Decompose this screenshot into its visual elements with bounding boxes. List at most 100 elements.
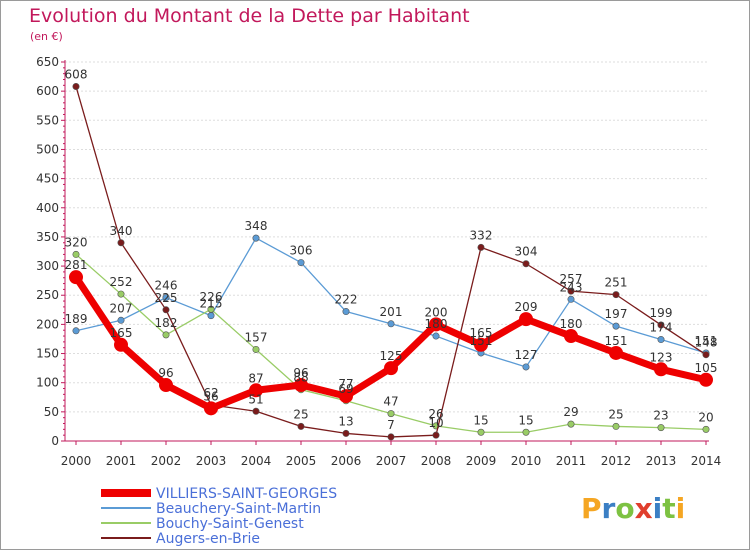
data-point	[522, 363, 530, 371]
data-label: 165	[470, 326, 493, 340]
x-axis-ticks: 2000 2001 2002 2003 2004 2005 2006 2007 2008 2009…	[61, 441, 722, 468]
x-tick-label: 2011	[556, 454, 587, 468]
data-label: 257	[560, 272, 583, 286]
x-tick-label: 2007	[376, 454, 407, 468]
data-point	[69, 270, 83, 285]
data-label: 69	[338, 382, 353, 396]
data-point	[297, 259, 305, 267]
data-point	[207, 312, 215, 320]
data-point	[387, 410, 395, 418]
data-label: 96	[158, 366, 173, 380]
data-label: 13	[338, 414, 353, 428]
data-label: 62	[203, 386, 218, 400]
data-point	[72, 327, 80, 335]
data-label: 127	[515, 348, 538, 362]
data-label: 77	[338, 377, 353, 391]
data-label: 56	[203, 389, 218, 403]
data-label: 10	[428, 416, 443, 430]
data-label: 182	[155, 316, 178, 330]
data-label: 332	[470, 228, 493, 242]
y-tick-label: 400	[36, 201, 59, 215]
data-label: 246	[155, 279, 178, 293]
data-point	[72, 250, 80, 258]
data-label: 157	[245, 330, 268, 344]
x-tick-label: 2012	[601, 454, 632, 468]
data-label: 281	[65, 258, 88, 272]
x-tick-label: 2010	[511, 454, 542, 468]
y-tick-label: 550	[36, 113, 59, 127]
data-label: 151	[470, 334, 493, 348]
data-point	[477, 243, 485, 251]
data-point	[699, 372, 713, 387]
data-point	[207, 305, 215, 313]
grid-lines	[65, 61, 709, 442]
legend-label: Beauchery-Saint-Martin	[156, 501, 321, 517]
data-label: 174	[650, 321, 673, 335]
data-label: 51	[248, 392, 263, 406]
data-label: 123	[650, 350, 673, 364]
data-label: 180	[560, 317, 583, 331]
data-label: 215	[200, 297, 223, 311]
data-label: 207	[110, 301, 133, 315]
x-tick-label: 2004	[241, 454, 272, 468]
data-label: 125	[380, 349, 403, 363]
data-point	[477, 428, 485, 436]
x-tick-label: 2014	[691, 454, 722, 468]
x-tick-label: 2000	[61, 454, 92, 468]
data-point	[204, 401, 218, 416]
data-label: 151	[695, 334, 718, 348]
data-label: 304	[515, 245, 538, 259]
data-point	[162, 294, 170, 302]
x-tick-label: 2006	[331, 454, 362, 468]
x-tick-label: 2013	[646, 454, 677, 468]
data-label: 306	[290, 244, 313, 258]
data-point	[567, 295, 575, 303]
data-point	[609, 345, 623, 360]
data-point	[654, 362, 668, 377]
y-tick-label: 250	[36, 288, 59, 302]
data-label: 88	[293, 371, 308, 385]
data-label: 148	[695, 336, 718, 350]
data-point	[702, 351, 710, 359]
data-label: 226	[200, 290, 223, 304]
data-point	[162, 331, 170, 339]
x-tick-label: 2003	[196, 454, 227, 468]
y-tick-label: 350	[36, 230, 59, 244]
data-label: 180	[425, 317, 448, 331]
x-tick-label: 2002	[151, 454, 182, 468]
x-tick-label: 2009	[466, 454, 497, 468]
data-point	[657, 424, 665, 432]
data-label: 340	[110, 224, 133, 238]
data-point	[252, 234, 260, 242]
data-label: 25	[608, 407, 623, 421]
data-label: 348	[245, 219, 268, 233]
data-point	[252, 345, 260, 353]
data-label: 15	[518, 413, 533, 427]
data-point	[612, 322, 620, 330]
y-tick-label: 600	[36, 84, 59, 98]
series-group	[69, 82, 713, 441]
data-point	[567, 420, 575, 428]
y-tick-label: 450	[36, 172, 59, 186]
data-point	[114, 337, 128, 352]
data-point	[429, 317, 443, 332]
data-label: 222	[335, 293, 358, 307]
unit-label: (en €)	[30, 30, 63, 43]
data-point	[294, 378, 308, 393]
logo-text: Proxiti	[581, 492, 685, 525]
data-point	[339, 389, 353, 404]
data-point	[159, 378, 173, 393]
data-point	[342, 308, 350, 316]
data-point	[384, 361, 398, 376]
data-point	[387, 320, 395, 328]
data-point	[432, 332, 440, 340]
data-point	[612, 422, 620, 430]
data-label: 96	[293, 366, 308, 380]
data-label: 608	[65, 67, 88, 81]
data-label: 189	[65, 312, 88, 326]
data-point	[612, 291, 620, 299]
data-label: 23	[653, 409, 668, 423]
data-label: 201	[380, 305, 403, 319]
data-point	[297, 422, 305, 430]
